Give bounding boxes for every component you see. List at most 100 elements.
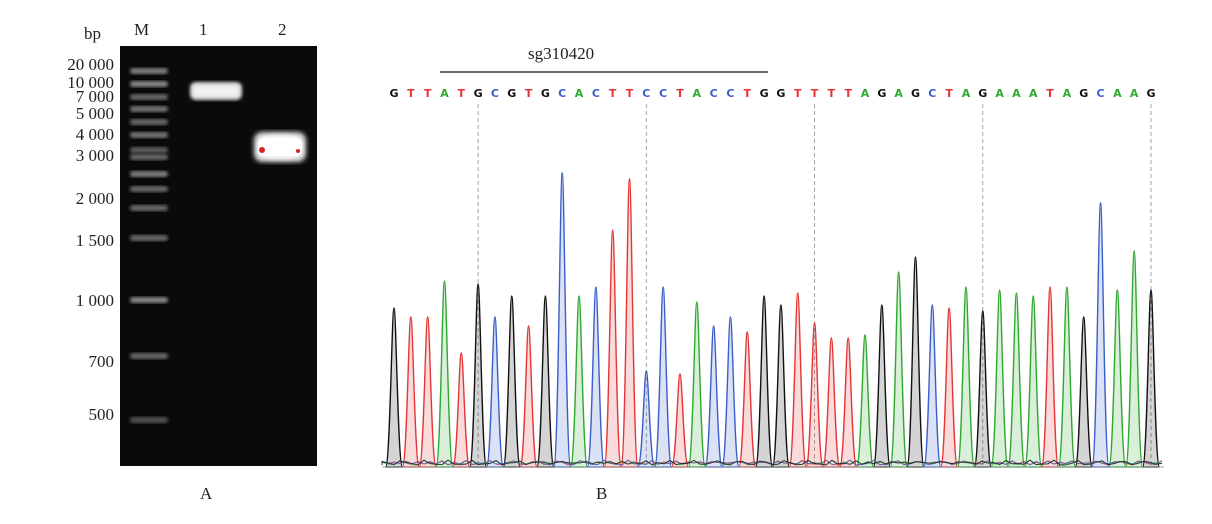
sequence-base: C <box>726 87 734 100</box>
base-peak <box>872 304 892 468</box>
sequence-base: G <box>911 87 920 100</box>
ladder-band <box>130 154 168 160</box>
sequence-base: T <box>525 87 533 100</box>
ladder-band <box>130 132 168 138</box>
sequence-base: C <box>1096 87 1104 100</box>
base-peak <box>687 301 706 468</box>
panel-label-b: B <box>596 484 608 503</box>
ladder-band <box>130 68 168 74</box>
ladder-label: 1 000 <box>75 291 114 310</box>
ladder-label: 500 <box>88 405 115 424</box>
base-peak <box>468 283 488 468</box>
base-peak <box>1124 250 1144 468</box>
base-peak <box>519 325 538 468</box>
ladder-band <box>130 81 168 87</box>
peaks <box>384 172 1161 468</box>
base-peak <box>418 316 437 468</box>
base-peak <box>569 295 589 468</box>
ladder-band <box>130 147 168 153</box>
ladder-label: 7 000 <box>75 87 114 106</box>
sequence-base: C <box>592 87 600 100</box>
lane-label-2: 2 <box>278 20 287 39</box>
ladder-band <box>130 171 168 177</box>
sequence-base: C <box>659 87 667 100</box>
base-peak <box>502 295 521 468</box>
sequence-base: A <box>440 87 449 100</box>
ladder-label: 700 <box>88 352 115 371</box>
base-peak <box>771 304 791 468</box>
base-peak <box>637 370 656 468</box>
baseline-noise <box>381 459 1163 466</box>
ladder-band <box>130 353 168 359</box>
base-peak <box>536 295 555 468</box>
base-peak <box>485 316 505 468</box>
ladder-label: 10 000 <box>67 73 114 92</box>
sequence-base: A <box>1012 87 1021 100</box>
sequence-base: A <box>1113 87 1122 100</box>
base-peak <box>788 292 807 468</box>
sequence-base: T <box>407 87 415 100</box>
base-peak <box>1074 316 1093 468</box>
sequence-base: T <box>609 87 617 100</box>
ladder-band <box>130 235 168 241</box>
sequence-base: A <box>1029 87 1038 100</box>
sequence-base: C <box>558 87 566 100</box>
base-peak <box>956 286 976 468</box>
base-peak <box>1007 292 1026 468</box>
sequence-base: C <box>928 87 936 100</box>
lane-label-1: 1 <box>199 20 208 39</box>
base-peak <box>939 307 959 468</box>
sequence-base: A <box>861 87 870 100</box>
bp-unit-label: bp <box>84 24 101 43</box>
base-peak <box>620 178 639 468</box>
base-peak <box>990 289 1009 468</box>
base-peak <box>1040 286 1060 468</box>
sequence-base: T <box>844 87 852 100</box>
base-peak <box>553 172 572 468</box>
ladder-band <box>130 94 168 100</box>
base-peak <box>906 256 925 468</box>
base-peak <box>721 316 740 468</box>
ladder-label: 4 000 <box>75 125 114 144</box>
sequence-base: A <box>1130 87 1139 100</box>
sequence-base: A <box>1063 87 1072 100</box>
base-peak <box>435 280 454 468</box>
base-peak <box>653 286 673 468</box>
sequence-base: A <box>575 87 584 100</box>
sequence-base: C <box>491 87 499 100</box>
sequence-base: A <box>894 87 903 100</box>
sequence-base: G <box>1146 87 1155 100</box>
base-peak <box>1057 286 1077 468</box>
base-peak <box>1108 289 1127 468</box>
ladder-band <box>130 106 168 112</box>
sequence-base: T <box>1046 87 1054 100</box>
ladder-label: 1 500 <box>75 231 114 250</box>
ladder-label: 20 000 <box>67 55 114 74</box>
sequence-base: G <box>541 87 550 100</box>
guide-lines <box>477 104 1152 467</box>
ladder-band <box>130 119 168 125</box>
ladder-label: 5 000 <box>75 104 114 123</box>
noise-trace <box>381 459 1163 466</box>
base-peak <box>384 307 404 468</box>
base-peak <box>704 325 723 468</box>
sequence-base: T <box>794 87 802 100</box>
sequence-base: G <box>760 87 769 100</box>
base-peak <box>1024 295 1043 468</box>
sequence-base: T <box>676 87 684 100</box>
sequence-base: C <box>710 87 718 100</box>
base-peak <box>670 373 690 468</box>
sequence-base: G <box>877 87 886 100</box>
base-peak <box>839 337 858 468</box>
base-peak <box>738 331 757 468</box>
sequence-base: A <box>962 87 971 100</box>
base-peak <box>889 271 908 468</box>
base-peak <box>805 322 824 468</box>
base-peak <box>855 334 875 468</box>
sequence-base: C <box>642 87 650 100</box>
ladder-label: 2 000 <box>75 189 114 208</box>
ladder-band <box>130 186 168 192</box>
ladder-band <box>130 297 168 303</box>
